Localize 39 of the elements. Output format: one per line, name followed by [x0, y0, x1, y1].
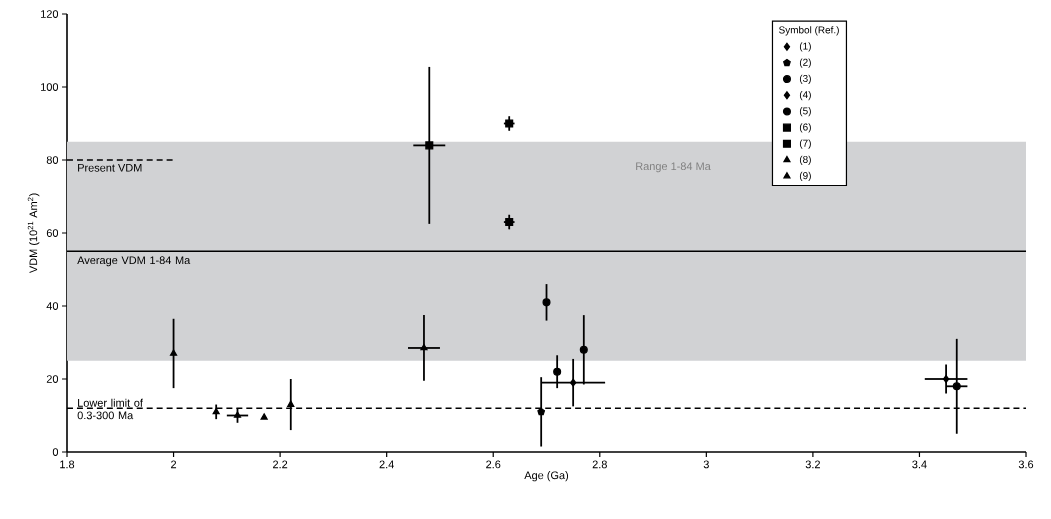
- point: [952, 382, 961, 391]
- point: [425, 141, 434, 150]
- legend-label: (1): [799, 42, 811, 52]
- x-tick-label: 2.6: [486, 460, 501, 469]
- legend-label: (4): [799, 90, 811, 101]
- point: [233, 411, 242, 418]
- x-tick-label: 2: [171, 460, 177, 469]
- y-axis-title: VDM (10$^{21}$ Am$^{2}$): [27, 193, 40, 274]
- annotation: Present VDM: [78, 164, 142, 172]
- legend-label: (8): [799, 155, 811, 165]
- point: [420, 343, 428, 351]
- y-tick-label: 120: [41, 10, 59, 18]
- x-tick-label: 3.6: [1018, 460, 1034, 469]
- legend-label: (9): [799, 171, 811, 182]
- x-tick-label: 1.8: [60, 460, 75, 469]
- point: [569, 378, 577, 387]
- x-axis-title: Age (Ga): [524, 471, 569, 482]
- x-tick-label: 2.2: [273, 460, 288, 469]
- x-tick-label: 2.8: [592, 460, 607, 469]
- ref-line-label: Lower limit of 0.3-300 Ma: [77, 398, 143, 420]
- y-tick-label: 100: [41, 83, 59, 91]
- y-tick-label: 80: [46, 156, 59, 164]
- x-tick-label: 3: [703, 460, 709, 469]
- legend-label: (3): [799, 74, 811, 84]
- legend-label: (5): [799, 107, 811, 117]
- ref-line-label: Average VDM 1-84 Ma: [77, 256, 191, 267]
- y-tick-label: 60: [46, 229, 59, 237]
- legend-label: (2): [799, 58, 811, 68]
- y-tick-label: 20: [46, 375, 59, 383]
- x-tick-label: 3.2: [805, 460, 820, 469]
- y-tick-label: 0: [52, 448, 59, 456]
- band-label: Range 1-84 Ma: [636, 162, 711, 173]
- x-tick-label: 2.4: [379, 460, 394, 469]
- x-tick-label: 3.4: [912, 460, 927, 469]
- point: [942, 374, 950, 384]
- legend-label: (6): [799, 123, 811, 133]
- legend-title: Symbol (Ref.): [779, 26, 839, 36]
- y-tick-label: 40: [46, 302, 59, 310]
- legend-label: (7): [799, 139, 811, 149]
